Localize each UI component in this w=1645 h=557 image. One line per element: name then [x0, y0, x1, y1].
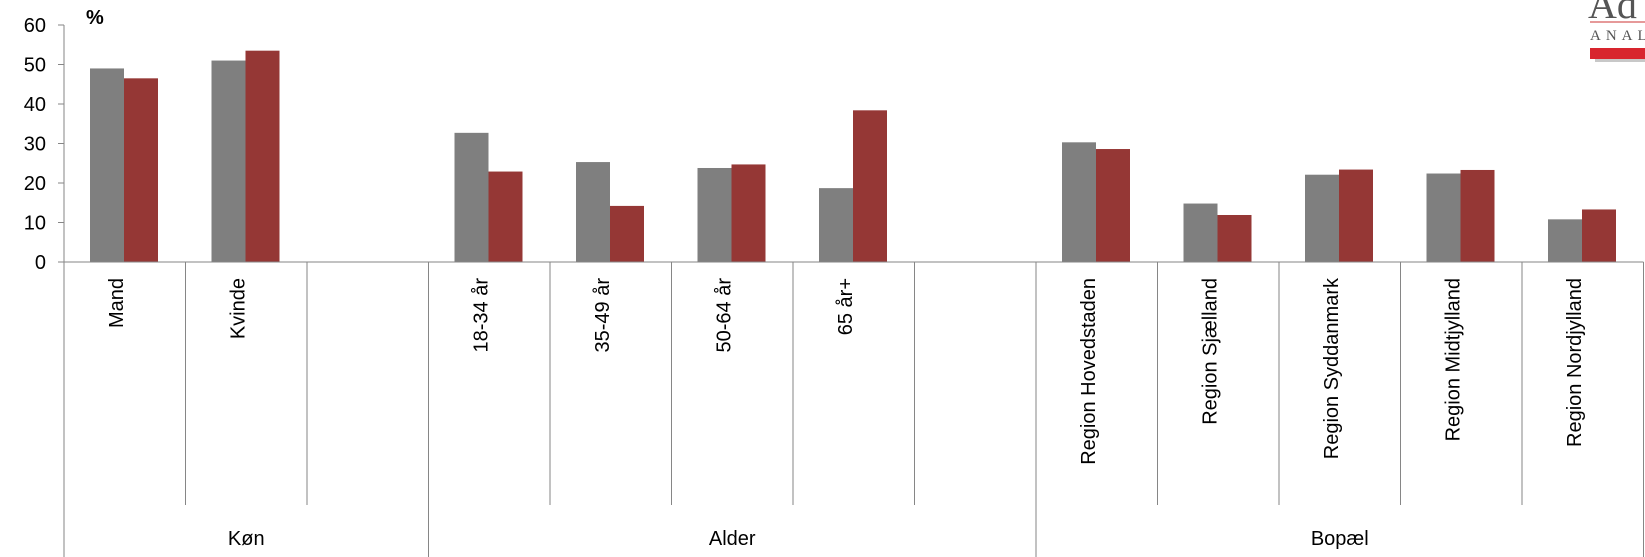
group-label: Køn	[228, 528, 265, 550]
category-label: Region Midtjylland	[1443, 278, 1465, 441]
y-tick-label: 10	[24, 213, 46, 235]
category-label: Mand	[106, 278, 128, 328]
bar	[610, 205, 644, 262]
y-tick-label: 30	[24, 134, 46, 156]
category-label: 18-34 år	[471, 278, 493, 353]
bar	[1548, 219, 1582, 262]
y-tick-label: 40	[24, 94, 46, 116]
y-tick-label: 0	[35, 252, 46, 274]
logo-text-bottom: ANAL	[1590, 28, 1645, 44]
bar	[1426, 173, 1461, 262]
bar	[1339, 169, 1373, 262]
bar	[819, 188, 853, 262]
logo-text-top: Ad	[1588, 0, 1637, 27]
bar	[90, 68, 124, 262]
category-label: Region Sjælland	[1200, 278, 1222, 425]
bar	[853, 110, 887, 262]
category-label: Region Syddanmark	[1321, 277, 1343, 459]
unit-label: %	[86, 7, 104, 29]
y-tick-label: 60	[24, 15, 46, 37]
group-label: Bopæl	[1311, 528, 1369, 550]
y-tick-label: 20	[24, 173, 46, 195]
logo-bar	[1590, 48, 1645, 59]
bar	[731, 164, 766, 262]
bar	[1183, 203, 1218, 262]
category-label: 65 år+	[835, 278, 857, 335]
category-label: Region Nordjylland	[1564, 278, 1586, 447]
bar	[1096, 149, 1130, 262]
bar	[454, 132, 489, 262]
bar	[124, 78, 158, 262]
y-tick-label: 50	[24, 55, 46, 77]
bar	[1582, 209, 1616, 262]
bar	[488, 171, 523, 262]
category-label: 50-64 år	[714, 278, 736, 353]
bar	[1305, 174, 1339, 262]
bar	[697, 167, 732, 262]
group-label: Alder	[709, 528, 756, 550]
category-label: 35-49 år	[592, 278, 614, 353]
plot-area: 0 10 20 30 40 50 60 Mand Kvinde 18-34 år 35-49 år 5…	[24, 15, 1644, 557]
bar	[245, 50, 280, 262]
category-label: Region Hovedstaden	[1078, 278, 1100, 465]
category-label: Kvinde	[228, 278, 250, 339]
bar	[1062, 142, 1096, 262]
bar	[1460, 169, 1495, 262]
logo: Ad ANAL	[1588, 0, 1645, 62]
bar	[211, 60, 246, 262]
bar	[1217, 214, 1252, 262]
bar	[576, 162, 610, 262]
